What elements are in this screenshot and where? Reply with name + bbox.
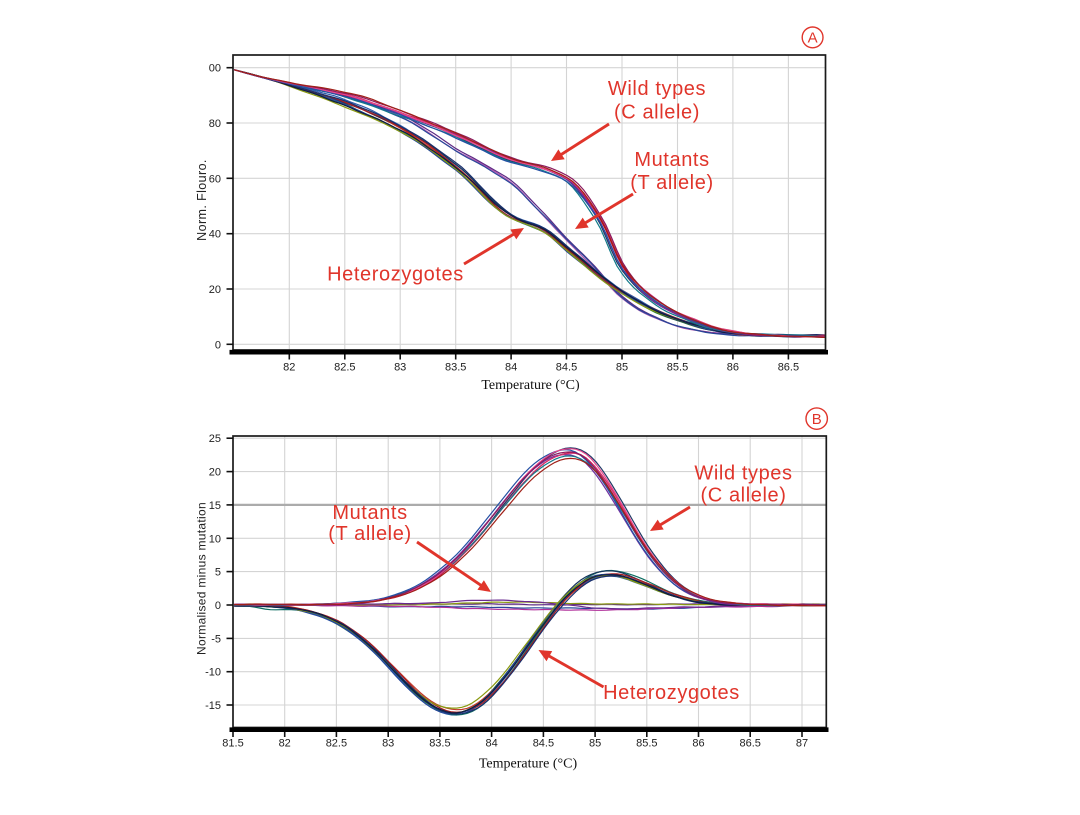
svg-text:82.5: 82.5 (334, 362, 355, 374)
svg-text:86.5: 86.5 (739, 738, 760, 750)
svg-text:00: 00 (209, 63, 221, 75)
svg-text:60: 60 (209, 173, 221, 185)
svg-text:83.5: 83.5 (429, 738, 450, 750)
svg-text:85: 85 (589, 738, 601, 750)
svg-text:0: 0 (215, 600, 221, 612)
svg-text:(C allele): (C allele) (700, 485, 786, 507)
svg-text:5: 5 (215, 567, 221, 579)
svg-text:83.5: 83.5 (445, 362, 466, 374)
svg-text:Wild types: Wild types (608, 78, 706, 100)
svg-text:Norm. Flouro.: Norm. Flouro. (195, 159, 209, 241)
svg-text:86.5: 86.5 (778, 362, 799, 374)
svg-text:B: B (812, 411, 822, 428)
svg-text:84.5: 84.5 (556, 362, 577, 374)
svg-text:-10: -10 (205, 667, 221, 679)
svg-text:Heterozygotes: Heterozygotes (603, 682, 740, 704)
svg-text:84.5: 84.5 (533, 738, 554, 750)
svg-text:10: 10 (209, 533, 221, 545)
svg-text:(C allele): (C allele) (614, 102, 700, 124)
svg-text:Mutants: Mutants (634, 149, 709, 171)
svg-text:86: 86 (727, 362, 739, 374)
svg-text:83: 83 (382, 738, 394, 750)
svg-text:Mutants: Mutants (332, 502, 407, 524)
svg-text:82.5: 82.5 (326, 738, 347, 750)
svg-text:84: 84 (485, 738, 497, 750)
svg-text:Heterozygotes: Heterozygotes (327, 264, 464, 286)
svg-text:Temperature (°C): Temperature (°C) (479, 757, 578, 772)
svg-text:82: 82 (283, 362, 295, 374)
svg-text:Wild types: Wild types (694, 463, 792, 485)
svg-text:40: 40 (209, 229, 221, 241)
svg-text:82: 82 (279, 738, 291, 750)
svg-text:A: A (808, 30, 818, 47)
svg-text:-5: -5 (211, 633, 221, 645)
svg-text:Temperature (°C): Temperature (°C) (481, 378, 580, 393)
svg-text:85: 85 (616, 362, 628, 374)
svg-text:15: 15 (209, 500, 221, 512)
svg-text:87: 87 (796, 738, 808, 750)
svg-text:(T allele): (T allele) (328, 523, 411, 545)
svg-text:81.5: 81.5 (222, 738, 243, 750)
svg-text:-15: -15 (205, 700, 221, 712)
svg-text:(T allele): (T allele) (630, 172, 713, 194)
svg-text:0: 0 (215, 339, 221, 351)
svg-text:80: 80 (209, 118, 221, 130)
svg-text:84: 84 (505, 362, 517, 374)
svg-text:85.5: 85.5 (636, 738, 657, 750)
svg-text:83: 83 (394, 362, 406, 374)
svg-text:Normalised minus mutation: Normalised minus mutation (195, 502, 209, 655)
svg-text:20: 20 (209, 467, 221, 479)
svg-text:86: 86 (692, 738, 704, 750)
svg-text:85.5: 85.5 (667, 362, 688, 374)
svg-text:25: 25 (209, 433, 221, 445)
svg-text:20: 20 (209, 284, 221, 296)
